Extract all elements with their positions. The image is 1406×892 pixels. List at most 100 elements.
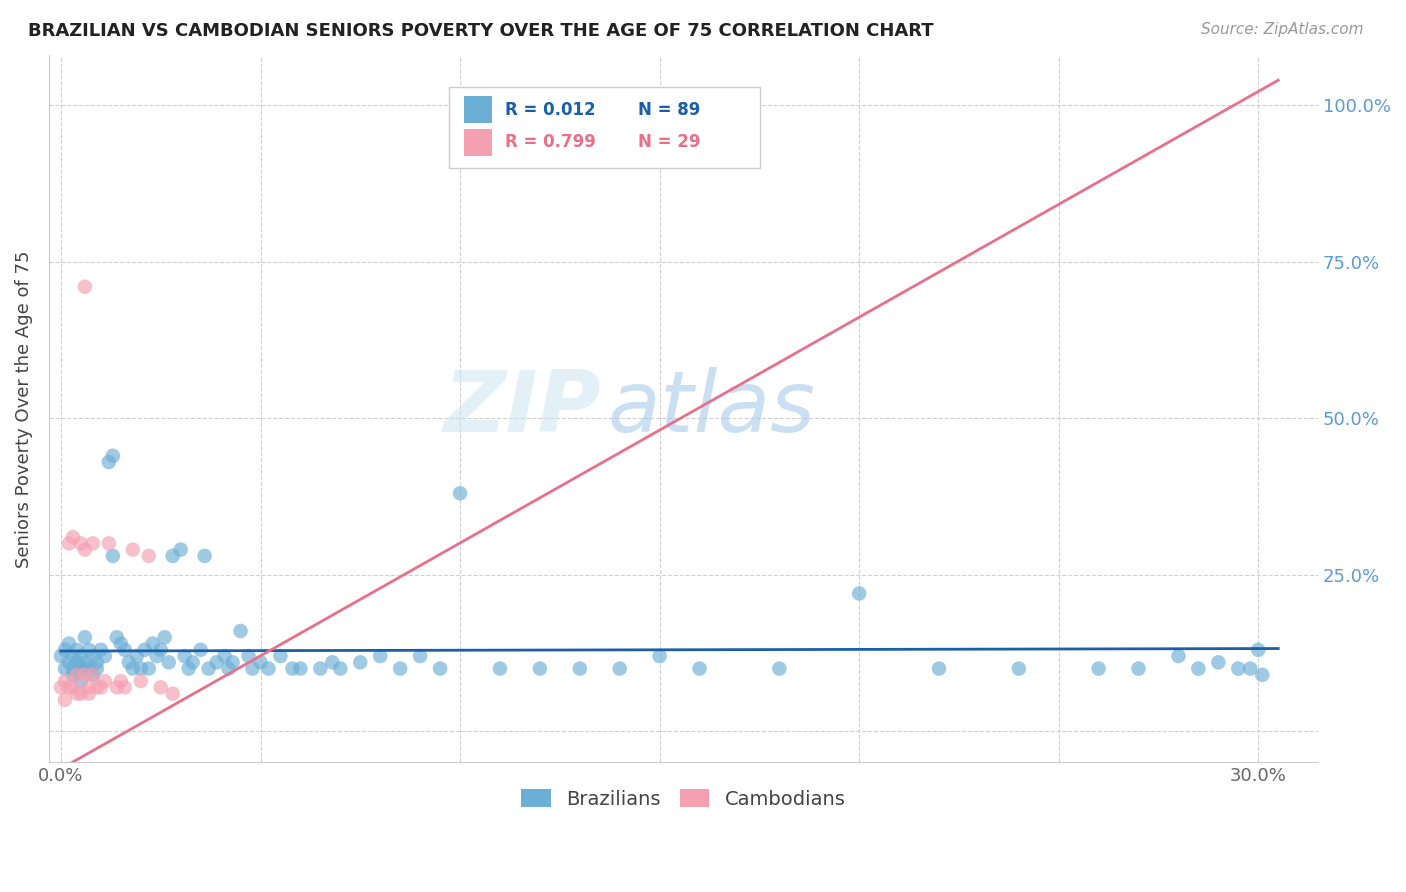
Text: ZIP: ZIP [443,368,600,450]
Legend: Brazilians, Cambodians: Brazilians, Cambodians [513,781,853,816]
Text: Source: ZipAtlas.com: Source: ZipAtlas.com [1201,22,1364,37]
Point [170,542,193,557]
Point [153,630,176,644]
Point [218,662,240,676]
Point [221,656,243,670]
Point [129,674,152,689]
Point [105,630,128,644]
Bar [464,96,492,123]
Point [58,681,80,695]
Point [70,687,93,701]
Point [86,681,108,695]
Point [257,662,280,676]
Point [529,662,551,676]
Point [181,656,204,670]
Text: N = 89: N = 89 [638,101,700,119]
Point [86,656,108,670]
Point [173,648,195,663]
Point [409,648,432,663]
Point [97,536,120,550]
Point [73,630,96,644]
Point [177,662,200,676]
Point [1208,656,1230,670]
Point [70,536,93,550]
Point [101,449,124,463]
Point [349,656,371,670]
Point [242,662,264,676]
Point [145,648,167,663]
Point [58,536,80,550]
Point [1167,648,1189,663]
Point [229,624,252,638]
Point [62,662,84,676]
Point [94,648,117,663]
Point [1247,642,1270,657]
Point [281,662,304,676]
Point [489,662,512,676]
Point [290,662,312,676]
Point [94,674,117,689]
Point [138,662,160,676]
Point [321,656,343,670]
Point [568,662,591,676]
Point [53,674,76,689]
Point [70,648,93,663]
Y-axis label: Seniors Poverty Over the Age of 75: Seniors Poverty Over the Age of 75 [15,250,32,567]
FancyBboxPatch shape [449,87,759,169]
Point [70,662,93,676]
Bar [464,128,492,155]
Point [66,642,89,657]
Point [82,536,104,550]
Point [66,668,89,682]
Text: R = 0.799: R = 0.799 [505,133,596,151]
Point [53,662,76,676]
Point [77,642,100,657]
Point [121,662,143,676]
Point [62,530,84,544]
Point [101,549,124,563]
Text: N = 29: N = 29 [638,133,700,151]
Point [73,662,96,676]
Point [129,662,152,676]
Point [53,642,76,657]
Point [609,662,631,676]
Text: atlas: atlas [607,368,815,450]
Point [194,549,217,563]
Point [77,687,100,701]
Point [66,687,89,701]
Point [205,656,228,670]
Text: R = 0.012: R = 0.012 [505,101,595,119]
Point [121,542,143,557]
Point [162,549,184,563]
Point [118,656,141,670]
Point [157,656,180,670]
Point [389,662,412,676]
Point [49,648,72,663]
Point [73,668,96,682]
Point [70,674,93,689]
Point [62,668,84,682]
Point [928,662,950,676]
Point [90,681,112,695]
Point [110,636,132,650]
Point [142,636,165,650]
Point [449,486,471,500]
Point [238,648,260,663]
Point [1128,662,1150,676]
Point [77,681,100,695]
Point [249,656,271,670]
Point [86,662,108,676]
Point [689,662,711,676]
Point [269,648,291,663]
Point [1008,662,1031,676]
Text: BRAZILIAN VS CAMBODIAN SENIORS POVERTY OVER THE AGE OF 75 CORRELATION CHART: BRAZILIAN VS CAMBODIAN SENIORS POVERTY O… [28,22,934,40]
Point [90,642,112,657]
Point [1087,662,1109,676]
Point [125,648,148,663]
Point [62,648,84,663]
Point [73,656,96,670]
Point [768,662,790,676]
Point [162,687,184,701]
Point [149,642,172,657]
Point [82,668,104,682]
